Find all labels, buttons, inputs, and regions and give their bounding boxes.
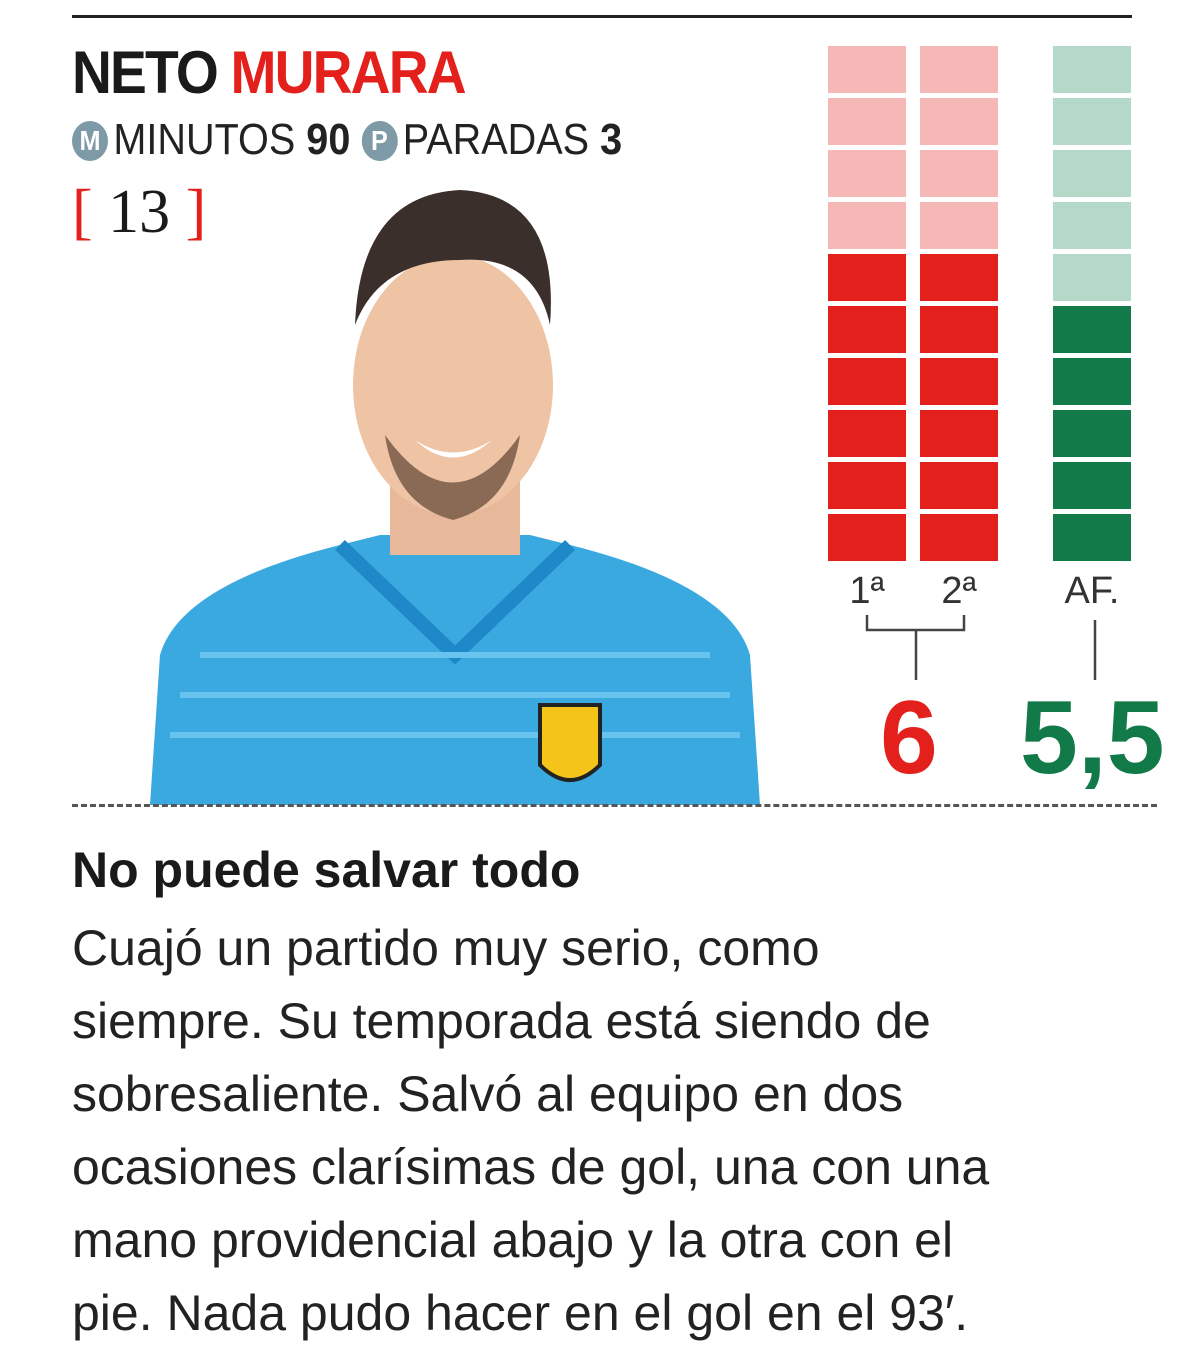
- rating-block-empty: [1053, 150, 1131, 197]
- rating-column-first-half: [828, 46, 906, 566]
- fans-score: 5,5: [1020, 680, 1165, 796]
- rating-block-filled: [828, 514, 906, 561]
- top-rule: [72, 15, 1132, 18]
- bracket-connectors: [865, 615, 1097, 680]
- rating-column-fans: [1053, 46, 1131, 566]
- rating-block-filled: [828, 358, 906, 405]
- dashed-divider: [72, 804, 1157, 807]
- article-headline: No puede salvar todo: [72, 842, 581, 898]
- shirt-number: [ 13 ]: [72, 178, 207, 246]
- rating-block-empty: [1053, 202, 1131, 249]
- minutes-icon: M: [72, 121, 108, 161]
- rating-block-filled: [828, 254, 906, 301]
- rating-block-empty: [828, 202, 906, 249]
- rating-block-filled: [1053, 306, 1131, 353]
- body-line: ocasiones clarísimas de gol, una con una: [72, 1139, 990, 1195]
- rating-block-filled: [920, 514, 998, 561]
- label-fans: AF.: [1064, 570, 1120, 612]
- rating-block-filled: [920, 306, 998, 353]
- rating-block-filled: [920, 410, 998, 457]
- rating-block-empty: [920, 150, 998, 197]
- rating-block-empty: [920, 46, 998, 93]
- saves-value: 3: [600, 115, 623, 164]
- body-line: Cuajó un partido muy serio, como: [72, 920, 820, 976]
- player-photo: [150, 190, 760, 805]
- rating-block-empty: [1053, 98, 1131, 145]
- minutes-value: 90: [306, 115, 351, 164]
- rating-block-filled: [1053, 358, 1131, 405]
- shirt-number-value: 13: [108, 178, 171, 246]
- rating-block-empty: [920, 202, 998, 249]
- rating-block-empty: [1053, 254, 1131, 301]
- minutes-label: MINUTOS: [113, 115, 296, 164]
- player-name: NETO MURARA: [72, 38, 467, 108]
- rating-block-filled: [828, 462, 906, 509]
- rating-column-second-half: [920, 46, 998, 566]
- rating-block-empty: [1053, 46, 1131, 93]
- rating-block-filled: [920, 254, 998, 301]
- rating-block-empty: [828, 46, 906, 93]
- rating-block-filled: [828, 306, 906, 353]
- body-line: pie. Nada pudo hacer en el gol en el 93′…: [72, 1285, 969, 1341]
- rating-block-filled: [920, 462, 998, 509]
- rating-block-empty: [920, 98, 998, 145]
- body-line: sobresaliente. Salvó al equipo en dos: [72, 1066, 904, 1122]
- last-name: MURARA: [230, 39, 466, 106]
- rating-block-empty: [828, 150, 906, 197]
- saves-icon: P: [361, 121, 398, 161]
- rating-block-filled: [1053, 410, 1131, 457]
- rating-block-filled: [920, 358, 998, 405]
- saves-label: PARADAS: [402, 115, 590, 164]
- rating-block-filled: [828, 410, 906, 457]
- body-line: siempre. Su temporada está siendo de: [72, 993, 931, 1049]
- body-line: mano providencial abajo y la otra con el: [72, 1212, 954, 1268]
- rating-block-empty: [828, 98, 906, 145]
- player-stats: M MINUTOS 90 P PARADAS 3: [72, 112, 622, 168]
- rating-block-filled: [1053, 514, 1131, 561]
- article-body: Cuajó un partido muy serio, como siempre…: [72, 912, 1182, 1350]
- press-score: 6: [880, 680, 938, 796]
- label-first-half: 1ª: [849, 570, 885, 612]
- first-name: NETO: [72, 39, 219, 106]
- label-second-half: 2ª: [941, 570, 977, 612]
- rating-block-filled: [1053, 462, 1131, 509]
